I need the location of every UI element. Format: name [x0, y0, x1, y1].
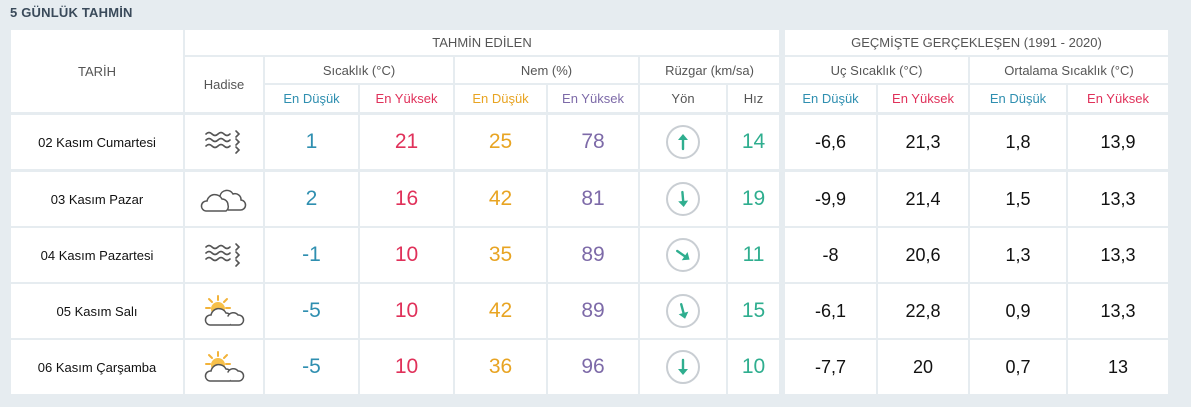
- humidity-max-value: 89: [548, 284, 638, 338]
- header-temp: Sıcaklık (°C): [265, 57, 453, 83]
- header-wind: Rüzgar (km/sa): [640, 57, 779, 83]
- row-date: 05 Kasım Salı: [11, 284, 183, 338]
- humidity-min-value: 42: [455, 284, 546, 338]
- wind-direction-cell: [640, 340, 726, 394]
- humidity-min-value: 36: [455, 340, 546, 394]
- header-wind-direction: Yön: [640, 85, 726, 112]
- average-max-value: 13,9: [1068, 115, 1168, 169]
- wind-speed-value: 15: [728, 284, 779, 338]
- humidity-min-value: 25: [455, 115, 546, 169]
- header-ext-max: En Yüksek: [878, 85, 968, 112]
- extreme-max-value: 21,3: [878, 115, 968, 169]
- weather-icon-cell: [185, 115, 263, 169]
- humidity-max-value: 81: [548, 172, 638, 226]
- wind-speed-value: 10: [728, 340, 779, 394]
- temp-max-value: 10: [360, 284, 453, 338]
- header-wind-speed: Hız: [728, 85, 779, 112]
- weather-icon-cell: [185, 284, 263, 338]
- average-max-value: 13,3: [1068, 228, 1168, 282]
- average-max-value: 13,3: [1068, 284, 1168, 338]
- temp-max-value: 10: [360, 340, 453, 394]
- extreme-max-value: 20,6: [878, 228, 968, 282]
- header-ext-min: En Düşük: [785, 85, 876, 112]
- fog-icon: [204, 128, 244, 156]
- average-max-value: 13: [1068, 340, 1168, 394]
- extreme-min-value: -6,6: [785, 115, 876, 169]
- wind-direction-icon: [666, 294, 700, 328]
- wind-direction-cell: [640, 228, 726, 282]
- temp-min-value: -5: [265, 284, 358, 338]
- extreme-min-value: -6,1: [785, 284, 876, 338]
- extreme-min-value: -8: [785, 228, 876, 282]
- extreme-max-value: 21,4: [878, 172, 968, 226]
- extreme-max-value: 22,8: [878, 284, 968, 338]
- humidity-max-value: 96: [548, 340, 638, 394]
- header-extreme-temp: Uç Sıcaklık (°C): [785, 57, 968, 83]
- extreme-max-value: 20: [878, 340, 968, 394]
- partly-cloudy-icon: [200, 294, 248, 328]
- average-min-value: 1,8: [970, 115, 1066, 169]
- extreme-min-value: -7,7: [785, 340, 876, 394]
- header-forecast: TAHMİN EDİLEN: [185, 30, 779, 55]
- row-date: 06 Kasım Çarşamba: [11, 340, 183, 394]
- average-max-value: 13,3: [1068, 172, 1168, 226]
- temp-min-value: -1: [265, 228, 358, 282]
- cloudy-icon: [200, 184, 248, 214]
- weather-icon-cell: [185, 172, 263, 226]
- temp-max-value: 16: [360, 172, 453, 226]
- temp-max-value: 21: [360, 115, 453, 169]
- wind-direction-icon: [666, 350, 700, 384]
- wind-direction-icon: [666, 238, 700, 272]
- wind-direction-cell: [640, 172, 726, 226]
- average-min-value: 1,3: [970, 228, 1066, 282]
- wind-direction-cell: [640, 115, 726, 169]
- humidity-max-value: 78: [548, 115, 638, 169]
- weather-icon-cell: [185, 340, 263, 394]
- fog-icon: [204, 241, 244, 269]
- average-min-value: 0,7: [970, 340, 1066, 394]
- wind-direction-cell: [640, 284, 726, 338]
- wind-speed-value: 19: [728, 172, 779, 226]
- row-date: 02 Kasım Cumartesi: [11, 115, 183, 169]
- temp-min-value: -5: [265, 340, 358, 394]
- humidity-min-value: 35: [455, 228, 546, 282]
- header-hum-max: En Yüksek: [548, 85, 638, 112]
- header-history: GEÇMİŞTE GERÇEKLEŞEN (1991 - 2020): [785, 30, 1168, 55]
- temp-max-value: 10: [360, 228, 453, 282]
- header-humidity: Nem (%): [455, 57, 638, 83]
- average-min-value: 1,5: [970, 172, 1066, 226]
- page-title: 5 GÜNLÜK TAHMİN: [10, 5, 133, 20]
- header-avg-min: En Düşük: [970, 85, 1066, 112]
- partly-cloudy-icon: [200, 350, 248, 384]
- wind-direction-icon: [666, 125, 700, 159]
- humidity-min-value: 42: [455, 172, 546, 226]
- humidity-max-value: 89: [548, 228, 638, 282]
- header-temp-min: En Düşük: [265, 85, 358, 112]
- row-date: 04 Kasım Pazartesi: [11, 228, 183, 282]
- header-temp-max: En Yüksek: [360, 85, 453, 112]
- header-hum-min: En Düşük: [455, 85, 546, 112]
- wind-speed-value: 14: [728, 115, 779, 169]
- header-avg-max: En Yüksek: [1068, 85, 1168, 112]
- temp-min-value: 2: [265, 172, 358, 226]
- wind-direction-icon: [666, 182, 700, 216]
- row-date: 03 Kasım Pazar: [11, 172, 183, 226]
- temp-min-value: 1: [265, 115, 358, 169]
- header-date: TARİH: [11, 30, 183, 112]
- extreme-min-value: -9,9: [785, 172, 876, 226]
- average-min-value: 0,9: [970, 284, 1066, 338]
- wind-speed-value: 11: [728, 228, 779, 282]
- header-average-temp: Ortalama Sıcaklık (°C): [970, 57, 1168, 83]
- header-event: Hadise: [185, 57, 263, 112]
- weather-icon-cell: [185, 228, 263, 282]
